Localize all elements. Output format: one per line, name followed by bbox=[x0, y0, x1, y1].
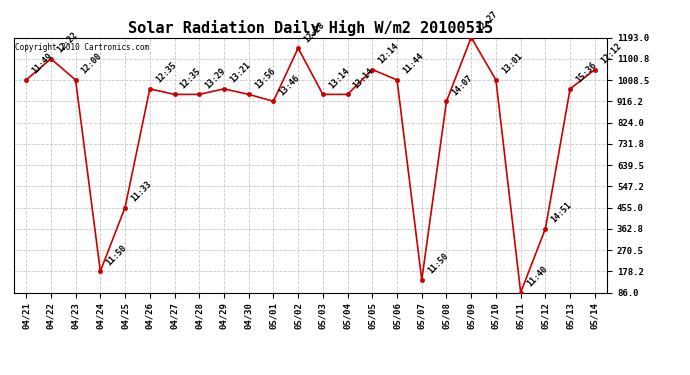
Text: 11:33: 11:33 bbox=[129, 179, 153, 203]
Text: 11:49: 11:49 bbox=[30, 52, 55, 76]
Text: 12:28: 12:28 bbox=[302, 20, 326, 44]
Text: 12:14: 12:14 bbox=[377, 41, 400, 65]
Text: 11:50: 11:50 bbox=[104, 243, 128, 267]
Text: 12:35: 12:35 bbox=[154, 61, 178, 85]
Text: 14:07: 14:07 bbox=[451, 73, 475, 97]
Text: 12:00: 12:00 bbox=[80, 52, 104, 76]
Text: 15:36: 15:36 bbox=[574, 61, 598, 85]
Text: 12:12: 12:12 bbox=[599, 41, 623, 65]
Text: 11:40: 11:40 bbox=[525, 264, 549, 288]
Text: 13:01: 13:01 bbox=[500, 52, 524, 76]
Text: Copyright 2010 Cartronics.com: Copyright 2010 Cartronics.com bbox=[15, 43, 149, 52]
Text: 12:35: 12:35 bbox=[179, 66, 203, 90]
Text: 13:21: 13:21 bbox=[228, 61, 252, 85]
Text: 13:14: 13:14 bbox=[352, 66, 376, 90]
Text: 13:46: 13:46 bbox=[277, 73, 302, 97]
Text: 12:27: 12:27 bbox=[475, 9, 500, 33]
Text: 13:29: 13:29 bbox=[204, 66, 228, 90]
Text: 13:14: 13:14 bbox=[327, 66, 351, 90]
Title: Solar Radiation Daily High W/m2 20100515: Solar Radiation Daily High W/m2 20100515 bbox=[128, 20, 493, 36]
Text: 11:44: 11:44 bbox=[401, 52, 425, 76]
Text: 13:56: 13:56 bbox=[253, 66, 277, 90]
Text: 12:22: 12:22 bbox=[55, 30, 79, 55]
Text: 14:51: 14:51 bbox=[549, 201, 573, 225]
Text: 11:50: 11:50 bbox=[426, 252, 450, 276]
